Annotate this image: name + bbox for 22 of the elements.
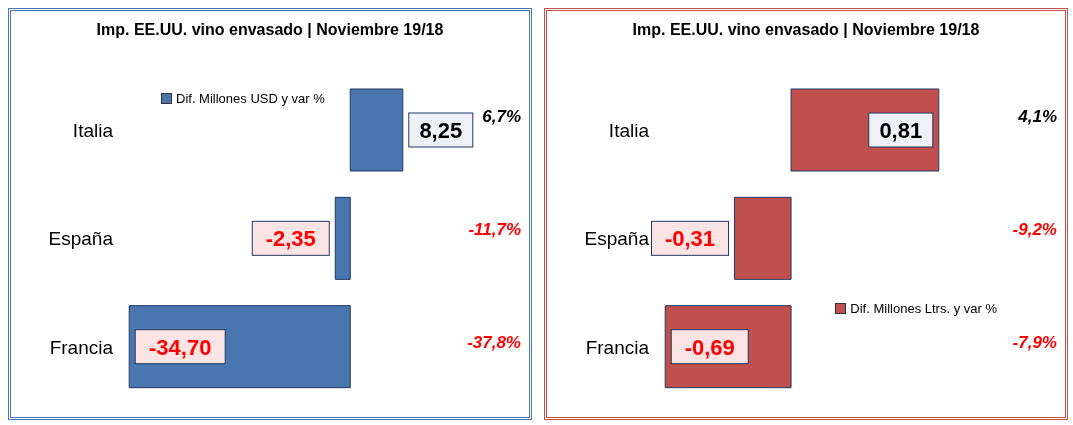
text: 6,7%	[482, 106, 521, 127]
y-tick-label: España	[48, 228, 114, 250]
data-label: -2,35	[265, 226, 316, 252]
y-tick-label: Italia	[608, 119, 650, 141]
text: -7,9%	[1012, 333, 1057, 354]
y-tick-label: España	[584, 228, 650, 250]
legend-label: Dif. Millones USD y var %	[176, 91, 325, 106]
text: 4,1%	[1018, 106, 1057, 127]
data-label: 0,81	[879, 118, 923, 143]
text: -37,8%	[467, 333, 521, 354]
y-tick-label: Italia	[72, 119, 114, 141]
text: -11,7%	[468, 220, 521, 240]
chart-title: Imp. EE.UU. vino envasado | Noviembre 19/18	[631, 21, 981, 39]
y-tick-label: Francia	[49, 336, 114, 358]
legend-label: Dif. Millones Ltrs. y var %	[850, 301, 997, 316]
y-tick-label: Francia	[585, 336, 650, 358]
data-label: -0,69	[684, 334, 735, 360]
data-label: 8,25	[419, 118, 463, 143]
data-label: -0,31	[664, 226, 716, 252]
chart-title: Imp. EE.UU. vino envasado | Noviembre 19/18	[95, 21, 445, 39]
data-label: -34,70	[149, 334, 212, 360]
text: -9,2%	[1012, 220, 1057, 240]
